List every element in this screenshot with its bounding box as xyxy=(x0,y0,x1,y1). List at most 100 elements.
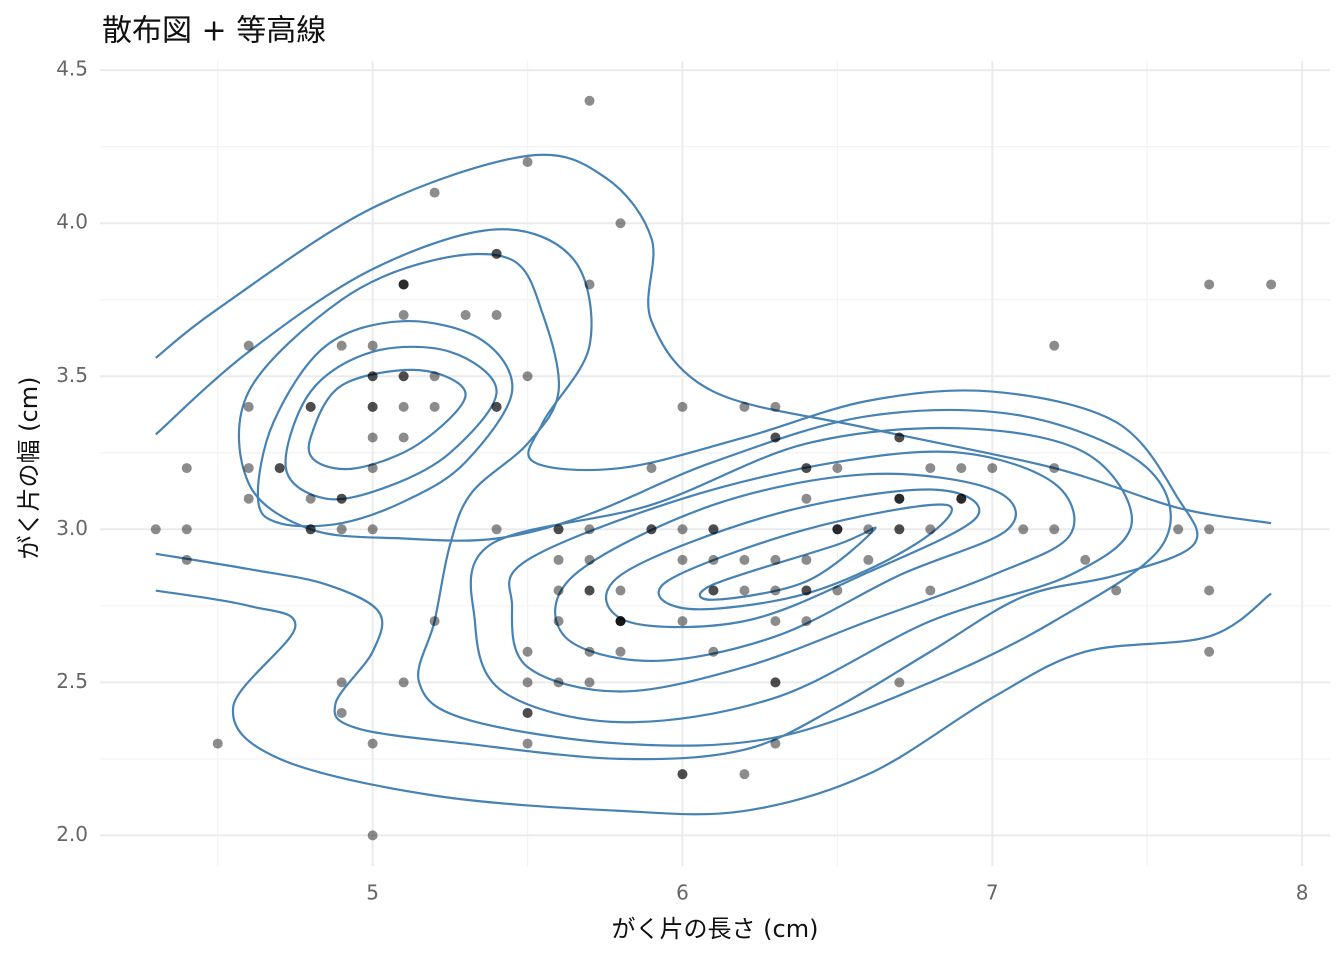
point xyxy=(894,677,905,688)
point xyxy=(491,248,502,259)
points xyxy=(150,95,1277,841)
point xyxy=(832,524,843,535)
point xyxy=(1049,340,1060,351)
point xyxy=(739,769,750,780)
y-tick-label: 2.0 xyxy=(56,822,88,846)
point xyxy=(708,554,719,565)
point xyxy=(956,493,967,504)
point xyxy=(925,463,936,474)
point xyxy=(243,463,254,474)
point xyxy=(522,646,533,657)
point xyxy=(832,524,843,535)
point xyxy=(615,646,626,657)
contour-line xyxy=(698,526,877,601)
point xyxy=(150,524,161,535)
point xyxy=(801,554,812,565)
point xyxy=(925,524,936,535)
point xyxy=(770,432,781,443)
point xyxy=(181,554,192,565)
point xyxy=(739,554,750,565)
chart-title: 散布図 + 等高線 xyxy=(102,14,326,49)
point xyxy=(615,218,626,229)
point xyxy=(522,738,533,749)
point xyxy=(553,524,564,535)
point xyxy=(832,463,843,474)
point xyxy=(894,432,905,443)
point xyxy=(398,279,409,290)
point xyxy=(398,310,409,321)
point xyxy=(677,401,688,412)
point xyxy=(522,707,533,718)
point xyxy=(770,585,781,596)
point xyxy=(336,707,347,718)
point xyxy=(243,493,254,504)
point xyxy=(708,646,719,657)
point xyxy=(584,524,595,535)
x-tick-label: 6 xyxy=(676,881,689,905)
point xyxy=(770,432,781,443)
x-axis-label: がく片の長さ (cm) xyxy=(612,915,819,943)
point xyxy=(863,554,874,565)
point xyxy=(615,585,626,596)
contour-line xyxy=(284,345,498,501)
point xyxy=(770,401,781,412)
point xyxy=(739,401,750,412)
point xyxy=(677,769,688,780)
point xyxy=(677,616,688,627)
point xyxy=(894,432,905,443)
point xyxy=(832,585,843,596)
point xyxy=(212,738,223,749)
point xyxy=(894,524,905,535)
point xyxy=(770,677,781,688)
point xyxy=(274,463,285,474)
point xyxy=(708,524,719,535)
point xyxy=(367,524,378,535)
point xyxy=(429,401,440,412)
x-tick-label: 5 xyxy=(366,881,379,905)
point xyxy=(460,310,471,321)
point xyxy=(398,279,409,290)
x-tick-label: 7 xyxy=(986,881,999,905)
point xyxy=(398,371,409,382)
point xyxy=(336,340,347,351)
point xyxy=(305,524,316,535)
y-tick-label: 3.5 xyxy=(56,363,88,387)
point xyxy=(522,371,533,382)
point xyxy=(801,463,812,474)
contour-line xyxy=(469,426,1133,724)
contour-line xyxy=(508,450,1076,693)
point xyxy=(677,524,688,535)
point xyxy=(553,585,564,596)
point xyxy=(1018,524,1029,535)
contour-line xyxy=(657,503,953,611)
point xyxy=(708,585,719,596)
point xyxy=(305,401,316,412)
point xyxy=(367,371,378,382)
contour-line xyxy=(155,153,1272,816)
point xyxy=(584,554,595,565)
point xyxy=(956,493,967,504)
point xyxy=(677,769,688,780)
point xyxy=(491,401,502,412)
point xyxy=(584,279,595,290)
point xyxy=(708,524,719,535)
point xyxy=(801,616,812,627)
point xyxy=(522,707,533,718)
point xyxy=(1080,554,1091,565)
contour-line xyxy=(554,472,1017,663)
point xyxy=(677,554,688,565)
point xyxy=(491,310,502,321)
point xyxy=(367,401,378,412)
point xyxy=(181,524,192,535)
y-tick-label: 2.5 xyxy=(56,669,88,693)
contour-line xyxy=(155,228,1199,761)
point xyxy=(801,493,812,504)
x-tick-label: 8 xyxy=(1296,881,1309,905)
point xyxy=(305,401,316,412)
point xyxy=(553,677,564,688)
point xyxy=(429,371,440,382)
point xyxy=(894,493,905,504)
point xyxy=(894,493,905,504)
point xyxy=(367,463,378,474)
